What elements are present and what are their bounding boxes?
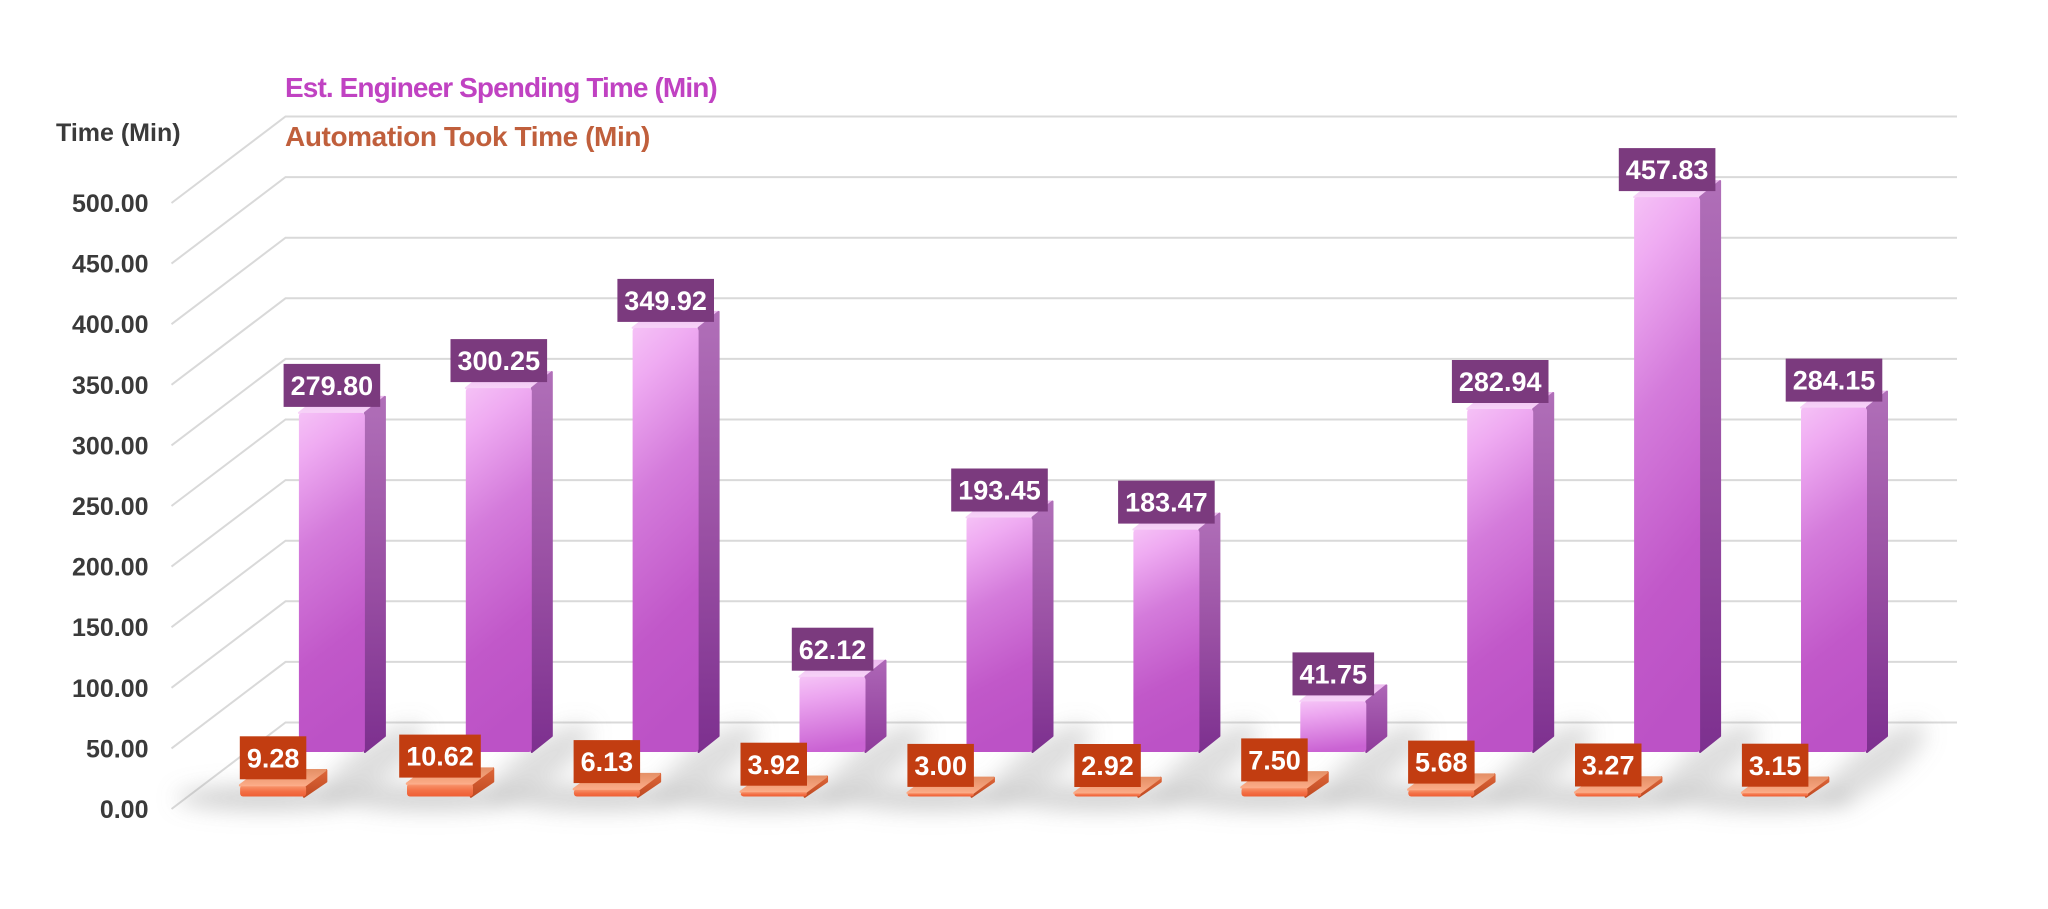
svg-text:150.00: 150.00	[72, 614, 148, 642]
svg-text:5.68: 5.68	[1415, 748, 1468, 778]
svg-text:282.94: 282.94	[1459, 367, 1542, 397]
svg-text:457.83: 457.83	[1626, 155, 1709, 185]
svg-text:284.15: 284.15	[1793, 366, 1876, 396]
svg-text:500.00: 500.00	[72, 190, 148, 218]
svg-text:400.00: 400.00	[72, 311, 148, 339]
svg-text:350.00: 350.00	[72, 372, 148, 400]
svg-text:10.62: 10.62	[406, 742, 474, 772]
svg-text:3.00: 3.00	[914, 751, 967, 781]
svg-text:349.92: 349.92	[624, 286, 707, 316]
svg-text:41.75: 41.75	[1300, 660, 1368, 690]
svg-text:183.47: 183.47	[1125, 488, 1208, 518]
svg-text:300.00: 300.00	[72, 432, 148, 460]
svg-text:450.00: 450.00	[72, 251, 148, 279]
svg-text:0.00: 0.00	[100, 796, 149, 824]
svg-text:Automation Took Time (Min): Automation Took Time (Min)	[285, 121, 650, 152]
svg-text:50.00: 50.00	[86, 735, 149, 763]
svg-text:7.50: 7.50	[1248, 746, 1301, 776]
svg-text:62.12: 62.12	[799, 635, 867, 665]
svg-text:6.13: 6.13	[581, 747, 634, 777]
svg-text:300.25: 300.25	[458, 346, 541, 376]
svg-text:Est. Engineer Spending Time (M: Est. Engineer Spending Time (Min)	[285, 72, 717, 103]
svg-text:250.00: 250.00	[72, 493, 148, 521]
svg-text:3.15: 3.15	[1749, 751, 1802, 781]
svg-text:3.92: 3.92	[748, 750, 801, 780]
svg-text:Time (Min): Time (Min)	[56, 119, 181, 147]
svg-text:3.27: 3.27	[1582, 751, 1635, 781]
svg-text:2.92: 2.92	[1081, 751, 1134, 781]
svg-text:100.00: 100.00	[72, 675, 148, 703]
svg-text:193.45: 193.45	[958, 476, 1041, 506]
svg-text:279.80: 279.80	[291, 371, 374, 401]
svg-text:200.00: 200.00	[72, 554, 148, 582]
svg-text:9.28: 9.28	[247, 743, 300, 773]
